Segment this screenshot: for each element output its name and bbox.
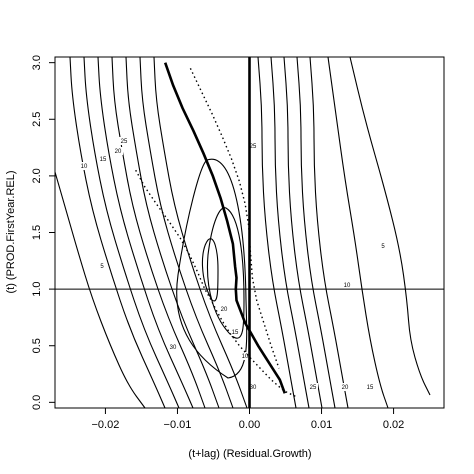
x-tick-label: 0.02	[383, 419, 404, 431]
contour-line	[283, 56, 323, 409]
y-tick-label: 2.5	[31, 112, 43, 127]
contour-label-bg	[79, 162, 89, 170]
y-tick-label: 2.0	[31, 168, 43, 183]
contour-label-bg	[308, 383, 318, 391]
reference-lines	[55, 57, 444, 408]
contour-label-bg	[248, 383, 258, 391]
contour-label: 25	[250, 144, 257, 150]
y-axis: 0.0 0.5 1.0 1.5 2.0 2.5 3.0	[31, 55, 55, 410]
contour-label: 30	[250, 385, 257, 391]
contour-line	[111, 56, 206, 409]
y-tick-label: 1.0	[31, 281, 43, 296]
contour-line	[125, 56, 220, 409]
y-tick-label: 3.0	[31, 55, 43, 70]
contour-line	[206, 207, 245, 339]
contour-line	[270, 56, 310, 409]
contour-label-bg	[230, 328, 240, 336]
contour-label: 20	[221, 307, 228, 313]
x-tick-label: −0.02	[92, 419, 120, 431]
contour-label-bg	[219, 305, 229, 313]
contour-line	[201, 238, 219, 302]
contour-line	[54, 171, 146, 409]
y-tick-label: 0.5	[31, 338, 43, 353]
contour-label: 10	[242, 354, 249, 360]
contour-label-bg	[378, 242, 388, 250]
contour-label: 5	[100, 264, 104, 270]
contour-line	[257, 56, 297, 409]
contour-label-bg	[113, 147, 123, 155]
contour-label: 25	[121, 139, 128, 145]
contour-label-bg	[240, 352, 250, 360]
contour-label: 25	[310, 385, 317, 391]
x-tick-label: 0.01	[311, 419, 332, 431]
x-axis: −0.02 −0.01 0.00 0.01 0.02	[92, 408, 404, 431]
contour-line	[97, 56, 194, 409]
y-tick-label: 0.0	[31, 395, 43, 410]
contour-label-bg	[365, 383, 375, 391]
contour-line	[309, 56, 349, 409]
contour-label-bg	[98, 155, 108, 163]
contour-label: 15	[100, 157, 107, 163]
contour-label: 20	[342, 385, 349, 391]
y-tick-label: 1.5	[31, 225, 43, 240]
contour-label-bg	[97, 262, 107, 270]
contour-label-bg	[168, 343, 178, 351]
contour-label-bg	[342, 281, 352, 289]
x-tick-label: −0.01	[164, 419, 192, 431]
contour-label-bg	[340, 383, 350, 391]
contour-label: 15	[367, 385, 374, 391]
contour-label: 30	[170, 345, 177, 351]
contour-labels: 5101520253025201510530252015105	[79, 137, 388, 391]
confidence-bands	[135, 67, 297, 398]
contour-label: 10	[81, 164, 88, 170]
contour-label: 5	[381, 244, 385, 250]
contour-label-bg	[119, 137, 129, 145]
y-axis-title: (t) (PROD.FirstYear.REL)	[5, 170, 17, 293]
contour-line	[327, 56, 389, 409]
contour-label-bg	[248, 142, 258, 150]
contour-line	[349, 56, 431, 396]
contour-label: 20	[115, 149, 122, 155]
fitted-curve	[163, 62, 287, 394]
confidence-band	[189, 67, 280, 369]
contour-line	[83, 56, 180, 409]
contour-line	[139, 56, 234, 409]
fitted-curve-group	[163, 62, 287, 394]
contour-line	[296, 56, 336, 409]
contour-label: 15	[232, 330, 239, 336]
x-axis-title: (t+lag) (Residual.Growth)	[188, 448, 311, 460]
x-tick-label: 0.00	[239, 419, 260, 431]
contour-lines	[54, 56, 431, 409]
contour-line	[153, 56, 248, 409]
contour-label: 10	[344, 283, 351, 289]
contour-line	[69, 56, 166, 409]
